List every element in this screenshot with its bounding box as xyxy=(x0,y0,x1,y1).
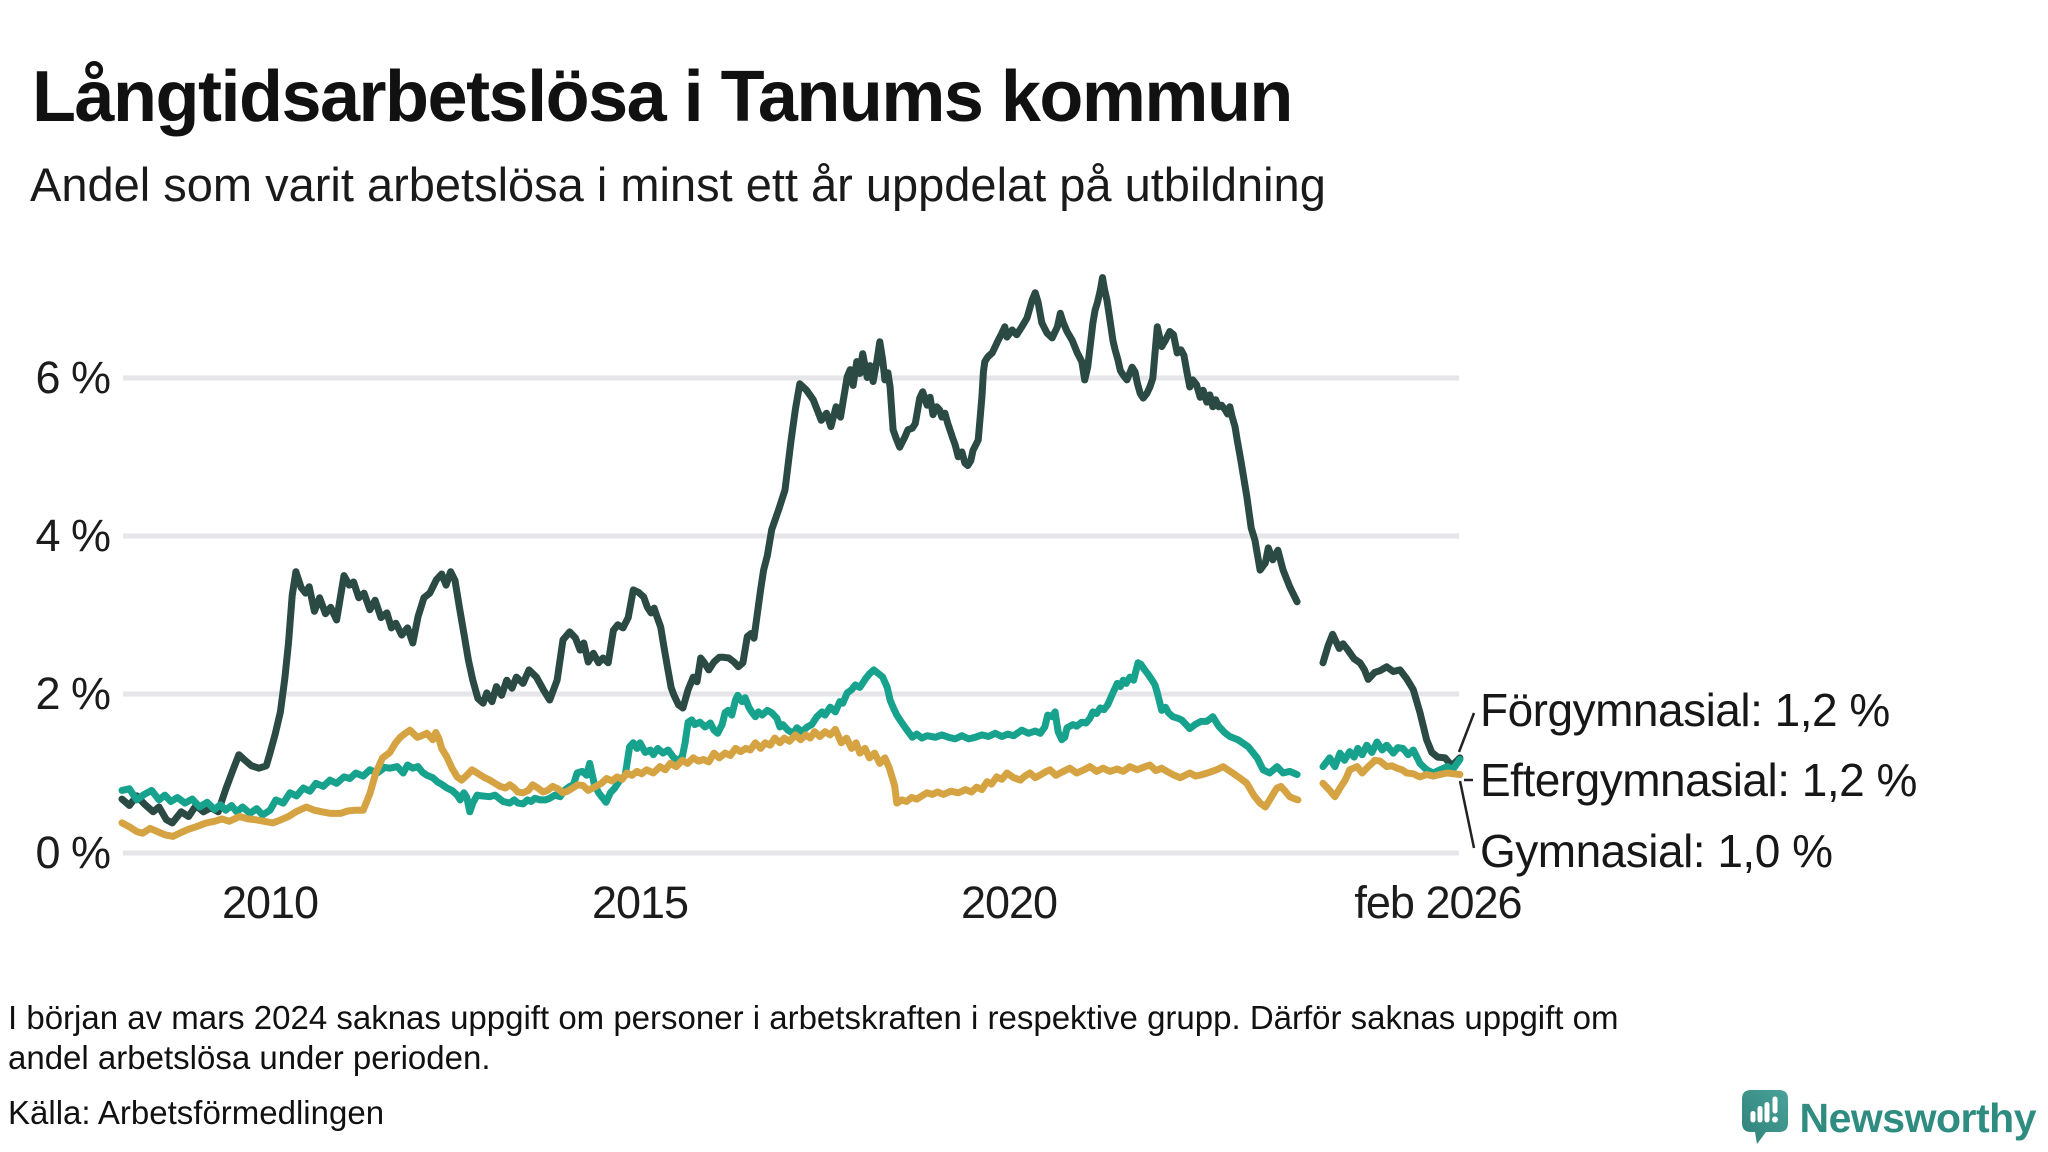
exclamation-bar xyxy=(1772,1096,1777,1114)
end-label-leaders xyxy=(1457,712,1476,849)
end-label-eftergymnasial: Eftergymnasial: 1,2 % xyxy=(1480,754,1917,806)
y-tick-2: 2 % xyxy=(35,668,110,719)
exclamation-dot xyxy=(1771,1116,1778,1123)
x-tick-feb-2026: feb 2026 xyxy=(1354,877,1521,928)
footnote-line-1: I början av mars 2024 saknas uppgift om … xyxy=(8,999,1619,1036)
x-tick-2010: 2010 xyxy=(222,877,318,928)
newsworthy-logo[interactable]: Newsworthy xyxy=(1741,1090,2037,1146)
series-segment xyxy=(118,659,1301,819)
x-tick-2015: 2015 xyxy=(592,877,688,928)
series-gymnasial-line xyxy=(118,725,1464,840)
footnote-line-2: andel arbetslösa under perioden. xyxy=(8,1039,491,1076)
newsworthy-speech-bubble-chart-icon xyxy=(1741,1090,1788,1144)
series-segment xyxy=(1319,630,1464,770)
page-title: Långtidsarbetslösa i Tanums kommun xyxy=(32,57,1293,138)
series-forgymnasial-line xyxy=(118,274,1464,827)
end-labels: Förgymnasial: 1,2 % Eftergymnasial: 1,2 … xyxy=(1480,684,1917,877)
gridlines xyxy=(123,375,1459,856)
source-note: Källa: Arbetsförmedlingen xyxy=(8,1094,385,1131)
end-label-forgymnasial: Förgymnasial: 1,2 % xyxy=(1480,684,1890,736)
bar-large xyxy=(1764,1102,1769,1123)
series-segment xyxy=(118,274,1301,827)
page-subtitle: Andel som varit arbetslösa i minst ett å… xyxy=(30,158,1326,211)
x-tick-2020: 2020 xyxy=(961,877,1057,928)
series-segment xyxy=(1319,756,1464,801)
y-tick-6: 6 % xyxy=(35,352,110,403)
y-tick-0: 0 % xyxy=(35,827,110,878)
leader-line-forgymnasial xyxy=(1457,712,1476,753)
bar-small xyxy=(1750,1111,1755,1123)
x-axis-labels: 2010 2015 2020 feb 2026 xyxy=(222,877,1523,928)
leader-line-gymnasial xyxy=(1458,780,1476,849)
logo-wordmark: Newsworthy xyxy=(1799,1094,2037,1141)
y-tick-4: 4 % xyxy=(35,510,110,561)
series-segment xyxy=(118,725,1302,840)
bar-medium xyxy=(1757,1106,1762,1123)
footnote: I början av mars 2024 saknas uppgift om … xyxy=(8,998,1619,1078)
end-label-gymnasial: Gymnasial: 1,0 % xyxy=(1480,825,1832,877)
y-axis-labels: 0 % 2 % 4 % 6 % xyxy=(35,352,111,878)
